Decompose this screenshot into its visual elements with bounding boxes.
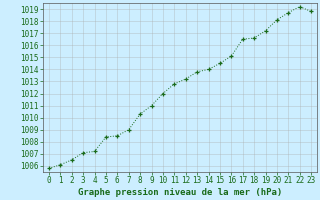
X-axis label: Graphe pression niveau de la mer (hPa): Graphe pression niveau de la mer (hPa) xyxy=(78,188,282,197)
